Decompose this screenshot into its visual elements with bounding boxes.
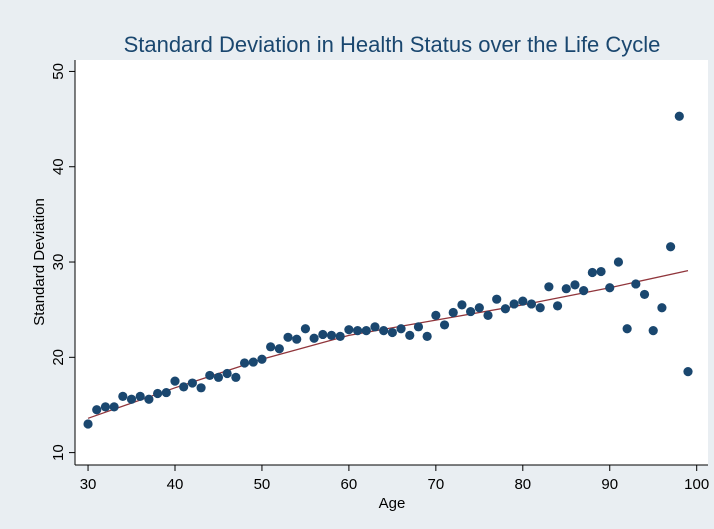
point (231, 372, 241, 382)
point (657, 303, 667, 313)
x-axis-title: Age (379, 495, 406, 512)
chart-title: Standard Deviation in Health Status over… (124, 32, 661, 57)
point (613, 257, 624, 267)
y-tick-label: 30 (50, 254, 67, 271)
point (561, 284, 571, 294)
y-tick-label: 40 (50, 158, 67, 175)
point (161, 387, 171, 398)
point (492, 294, 502, 304)
point (257, 354, 267, 364)
point (422, 331, 432, 341)
point (526, 299, 537, 309)
point (222, 368, 232, 379)
point (370, 322, 380, 332)
point (387, 327, 397, 338)
y-tick-label: 50 (50, 63, 67, 80)
point (396, 324, 406, 334)
point (474, 303, 484, 313)
point (118, 391, 128, 401)
x-tick-label: 30 (80, 476, 97, 493)
point (179, 382, 189, 392)
point (361, 326, 371, 336)
point (535, 303, 545, 313)
point (639, 289, 650, 300)
x-tick-label: 90 (601, 476, 618, 493)
point (483, 310, 493, 320)
point (239, 358, 250, 368)
y-tick-label: 10 (50, 444, 67, 461)
point (648, 326, 658, 336)
point (570, 280, 580, 290)
point (292, 334, 302, 344)
point (631, 279, 641, 289)
point (405, 330, 415, 340)
point (335, 331, 345, 341)
point (266, 342, 276, 352)
y-axis-title: Standard Deviation (31, 198, 48, 326)
point (153, 388, 163, 399)
x-tick-label: 80 (514, 476, 531, 493)
x-tick-label: 60 (341, 476, 358, 493)
point (170, 376, 180, 386)
point (283, 332, 293, 342)
point (587, 267, 597, 278)
point (544, 282, 554, 292)
point (500, 304, 511, 314)
point (135, 391, 145, 401)
point (92, 405, 102, 415)
point (205, 370, 215, 381)
point (605, 283, 615, 293)
point (457, 300, 467, 310)
point (300, 324, 311, 334)
x-tick-label: 50 (254, 476, 271, 493)
point (274, 344, 284, 354)
point (100, 402, 111, 412)
point (126, 394, 137, 404)
point (509, 299, 519, 309)
point (666, 242, 676, 252)
point (596, 266, 606, 277)
point (683, 367, 693, 377)
point (518, 296, 528, 306)
point (326, 330, 337, 340)
point (213, 372, 224, 382)
x-tick-label: 40 (167, 476, 184, 493)
plot-area (75, 60, 708, 465)
point (674, 111, 684, 121)
point (431, 310, 441, 320)
point (413, 322, 424, 332)
point (309, 333, 319, 343)
point (109, 402, 119, 412)
point (579, 286, 589, 296)
point (439, 320, 450, 330)
point (196, 383, 206, 393)
point (448, 307, 458, 318)
point (187, 378, 197, 388)
x-tick-label: 100 (684, 476, 709, 493)
point (83, 419, 93, 429)
point (318, 329, 328, 340)
point (552, 301, 563, 311)
point (379, 326, 389, 336)
y-tick-label: 20 (50, 349, 67, 366)
point (344, 325, 354, 335)
point (144, 394, 154, 404)
point (248, 357, 258, 367)
point (466, 306, 476, 317)
x-tick-label: 70 (428, 476, 445, 493)
point (622, 324, 632, 334)
point (352, 326, 363, 336)
